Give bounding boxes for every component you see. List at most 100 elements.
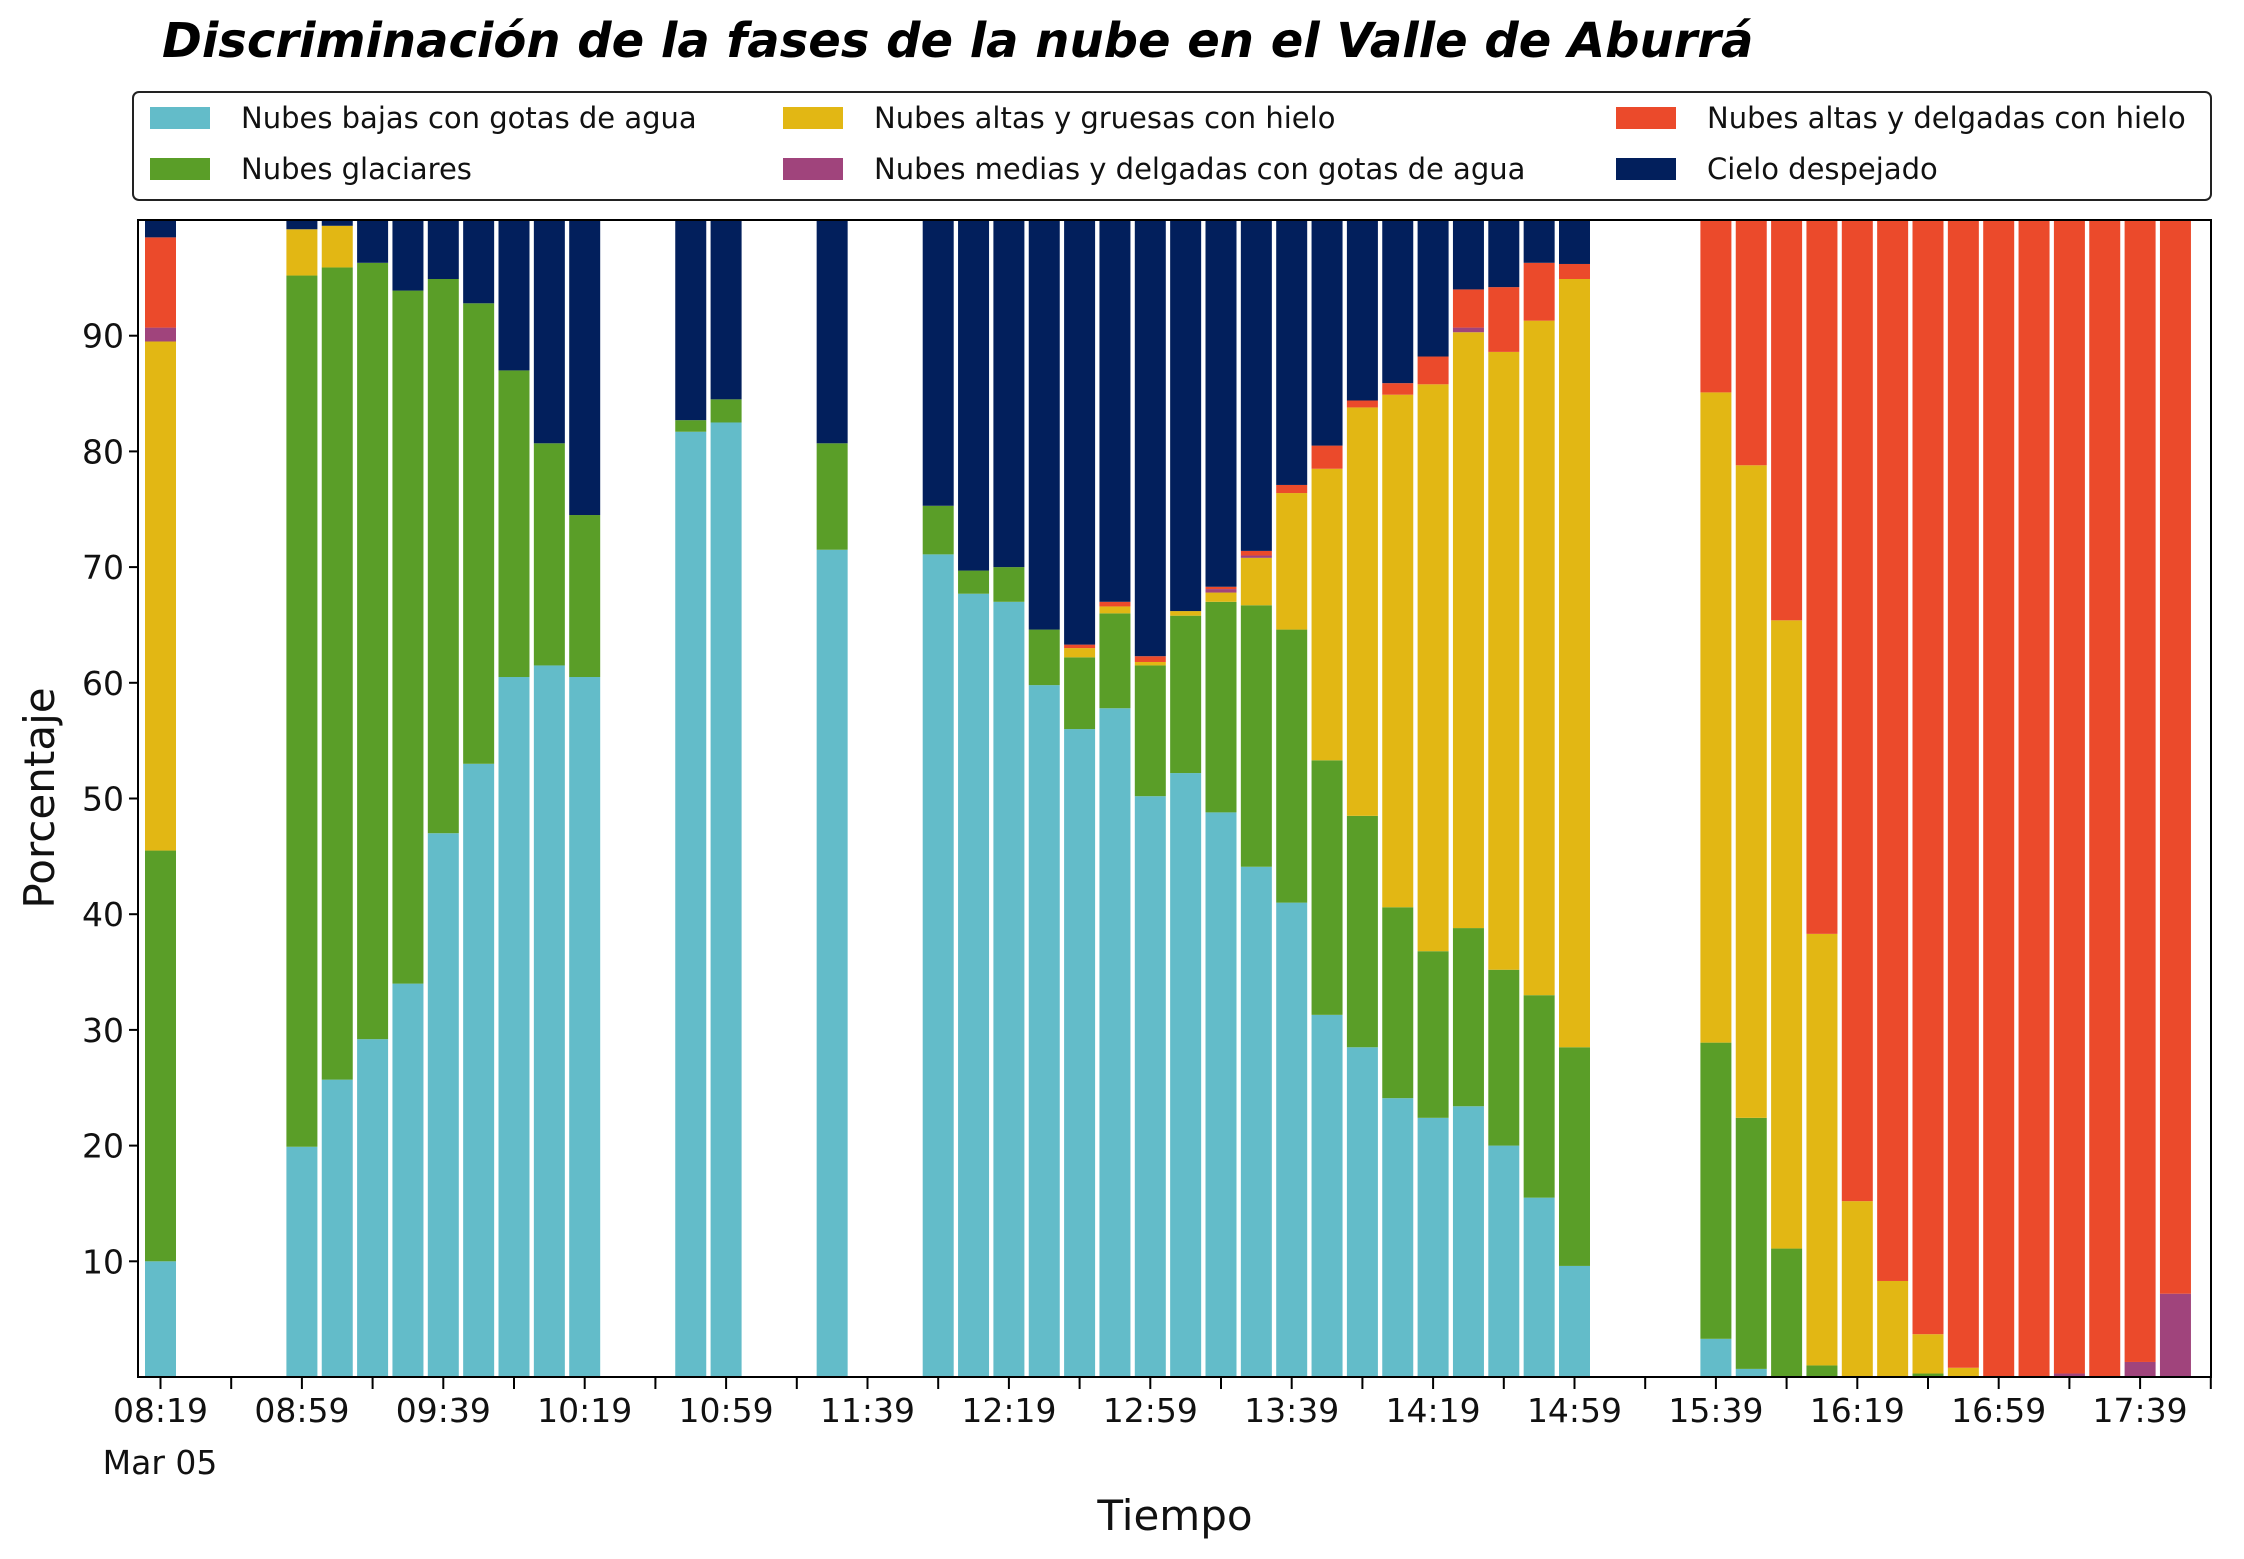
x-tick-label: 14:19 [1386, 1391, 1481, 1430]
bar-segment-s1-b22 [922, 505, 954, 555]
bar-segment-s0-b35 [1382, 1098, 1414, 1377]
x-tick-label: 13:39 [1244, 1391, 1339, 1430]
bar-segment-s4-b55 [2089, 220, 2121, 1377]
bar-segment-s0-b36 [1417, 1117, 1449, 1377]
bar-segment-s1-b6 [357, 262, 389, 1040]
bar-segment-s0-b45 [1735, 1368, 1767, 1377]
plot-area: 10 20 30 40 50 60 70 80 90 08:19 08:59 09:39 10:19 1… [82, 219, 2212, 1430]
bar-segment-s1-b26 [1064, 657, 1096, 730]
y-tick-label: 10 [82, 1242, 124, 1281]
bar-segment-s5-b29 [1170, 220, 1202, 612]
bar-segment-s5-b16 [710, 220, 742, 400]
y-tick-label: 60 [82, 664, 124, 703]
bar-segment-s1-b38 [1488, 969, 1520, 1146]
bar-segment-s0-b28 [1134, 796, 1166, 1377]
bar-segment-s4-b52 [1983, 220, 2015, 1377]
bar-segment-s1-b9 [463, 303, 495, 764]
bar-segment-s5-b4 [286, 220, 318, 230]
bar-segment-s5-b7 [392, 220, 424, 291]
bar-segment-s0-b34 [1346, 1047, 1378, 1377]
x-date-label: Mar 05 [103, 1443, 218, 1482]
bar-segment-s0-b27 [1099, 708, 1131, 1377]
bar-segment-s2-b5 [321, 225, 353, 268]
bar-segment-s0-b22 [922, 554, 954, 1377]
bar-segment-s2-b30 [1205, 592, 1237, 602]
x-tick-label: 11:39 [820, 1391, 915, 1430]
legend-swatch [783, 158, 843, 180]
bar-segment-s4-b56 [2124, 220, 2156, 1362]
bar-segment-s5-b5 [321, 220, 353, 226]
bar-segment-s1-b27 [1099, 613, 1131, 709]
bar-segment-s1-b7 [392, 290, 424, 984]
bar-segment-s2-b0 [145, 341, 176, 851]
bar-segment-s0-b0 [145, 1261, 176, 1377]
y-tick-label: 20 [82, 1127, 124, 1166]
bar-segment-s0-b6 [357, 1039, 389, 1377]
bar-segment-s4-b0 [145, 237, 176, 328]
bar-segment-s3-b30 [1205, 589, 1237, 593]
bar-segment-s5-b30 [1205, 220, 1237, 587]
bar-segment-s5-b15 [675, 220, 707, 421]
x-axis: 08:19 08:59 09:39 10:19 10:59 11:39 12:19 12:59… [113, 1377, 2212, 1430]
y-tick-label: 30 [82, 1011, 124, 1050]
bar-segment-s4-b40 [1559, 263, 1590, 280]
bar-segment-s1-b34 [1346, 815, 1378, 1048]
x-tick-label: 12:59 [1103, 1391, 1198, 1430]
bar-segment-s5-b24 [993, 220, 1025, 568]
bar-segment-s1-b10 [498, 370, 530, 678]
bar-segment-s0-b7 [392, 983, 424, 1377]
bar-segment-s5-b10 [498, 220, 530, 371]
bar-segment-s1-b31 [1240, 605, 1272, 867]
bar-segment-s4-b54 [2053, 220, 2085, 1374]
bars-group [145, 220, 2191, 1378]
bar-segment-s4-b28 [1134, 656, 1166, 662]
bar-segment-s5-b26 [1064, 220, 1096, 645]
bar-segment-s2-b33 [1311, 468, 1343, 761]
y-tick-label: 50 [82, 780, 124, 819]
bar-segment-s0-b16 [710, 422, 742, 1378]
bar-segment-s4-b45 [1735, 220, 1767, 466]
bar-segment-s4-b32 [1276, 484, 1308, 494]
y-tick-label: 90 [82, 317, 124, 356]
legend: Nubes bajas con gotas de agua Nubes glaci… [132, 91, 2212, 201]
bar-segment-s4-b53 [2018, 220, 2050, 1377]
legend-label: Nubes glaciares [241, 152, 472, 186]
bar-segment-s1-b29 [1170, 615, 1202, 774]
x-tick-label: 15:39 [1668, 1391, 1763, 1430]
bar-segment-s2-b35 [1382, 394, 1414, 908]
bar-segment-s4-b48 [1841, 220, 1873, 1202]
x-tick-label: 12:19 [961, 1391, 1056, 1430]
bar-segment-s1-b30 [1205, 601, 1237, 813]
y-tick-label: 80 [82, 432, 124, 471]
bar-segment-s5-b28 [1134, 220, 1166, 657]
bar-segment-s0-b29 [1170, 773, 1202, 1377]
bar-segment-s5-b25 [1028, 220, 1060, 630]
legend-label: Nubes bajas con gotas de agua [241, 101, 697, 135]
bar-segment-s0-b33 [1311, 1014, 1343, 1377]
bar-segment-s4-b47 [1806, 220, 1838, 934]
bar-segment-s4-b35 [1382, 383, 1414, 395]
bar-segment-s1-b40 [1559, 1047, 1590, 1266]
bar-segment-s1-b23 [958, 570, 990, 594]
x-tick-label: 09:39 [396, 1391, 491, 1430]
bar-segment-s4-b57 [2159, 220, 2191, 1294]
y-tick-label: 70 [82, 548, 124, 587]
bar-segment-s2-b48 [1841, 1201, 1873, 1377]
x-tick-label: 17:39 [2093, 1391, 2188, 1430]
bar-segment-s2-b27 [1099, 606, 1131, 614]
y-tick-label: 40 [82, 895, 124, 934]
bar-segment-s5-b27 [1099, 220, 1131, 602]
bar-segment-s0-b30 [1205, 812, 1237, 1377]
bar-segment-s2-b4 [286, 229, 318, 276]
bar-segment-s1-b44 [1700, 1042, 1732, 1339]
x-tick-label: 16:19 [1810, 1391, 1905, 1430]
bar-segment-s0-b4 [286, 1146, 318, 1377]
bar-segment-s4-b26 [1064, 644, 1096, 649]
bar-segment-s5-b34 [1346, 220, 1378, 401]
bar-segment-s2-b34 [1346, 407, 1378, 816]
bar-segment-s5-b33 [1311, 220, 1343, 446]
bar-segment-s5-b6 [357, 220, 389, 263]
bar-segment-s1-b12 [569, 515, 601, 678]
bar-segment-s5-b8 [427, 220, 459, 280]
